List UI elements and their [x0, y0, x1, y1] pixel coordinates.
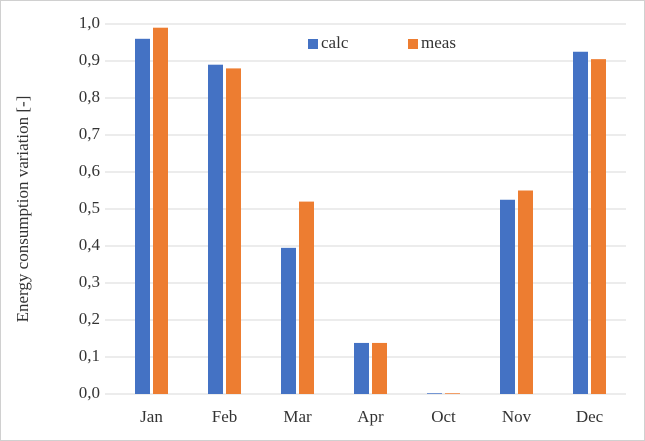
y-tick-label: 0,6: [79, 161, 100, 180]
bar: [153, 27, 168, 394]
x-tick-label: Oct: [431, 407, 456, 426]
bar: [354, 342, 369, 394]
y-tick-label: 0,5: [79, 198, 100, 217]
legend-swatch: [308, 39, 318, 49]
y-tick-label: 1,0: [79, 13, 100, 32]
bar: [573, 51, 588, 394]
bar: [226, 68, 241, 395]
y-axis-label: Energy consumption variation [-]: [13, 96, 32, 323]
y-tick-label: 0,8: [79, 87, 100, 106]
bar: [281, 247, 296, 394]
y-tick-label: 0,4: [79, 235, 101, 254]
bar: [372, 342, 387, 394]
bar: [591, 59, 606, 395]
y-tick-label: 0,2: [79, 309, 100, 328]
y-tick-label: 0,0: [79, 383, 100, 402]
x-tick-label: Nov: [502, 407, 532, 426]
legend-swatch: [408, 39, 418, 49]
legend-label: meas: [421, 33, 456, 52]
bar: [135, 38, 150, 395]
bar: [445, 393, 460, 394]
x-tick-label: Jan: [140, 407, 163, 426]
y-tick-label: 0,1: [79, 346, 100, 365]
x-tick-label: Feb: [212, 407, 238, 426]
y-tick-label: 0,7: [79, 124, 101, 143]
legend-label: calc: [321, 33, 349, 52]
y-tick-label: 0,9: [79, 50, 100, 69]
bar: [427, 393, 442, 394]
bar: [500, 199, 515, 394]
bar: [208, 64, 223, 394]
bar: [299, 201, 314, 394]
x-tick-label: Dec: [576, 407, 604, 426]
y-tick-label: 0,3: [79, 272, 100, 291]
bar: [518, 190, 533, 394]
x-tick-label: Apr: [357, 407, 384, 426]
x-tick-label: Mar: [283, 407, 312, 426]
